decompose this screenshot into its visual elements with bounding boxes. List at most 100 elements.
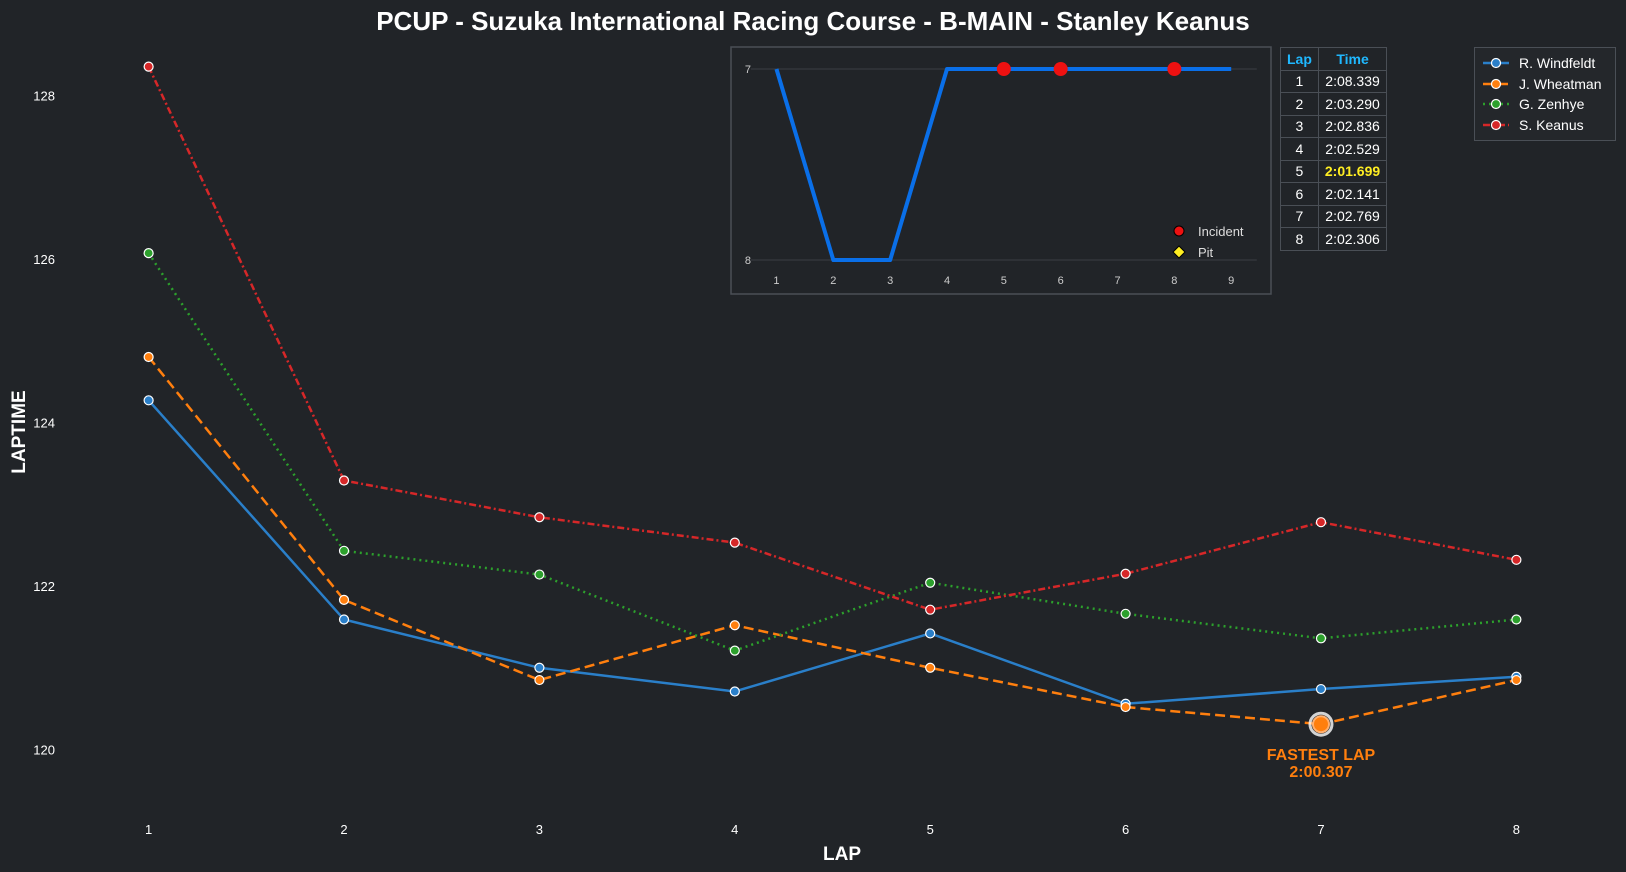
inset-x-tick-label: 7 [1114, 275, 1120, 287]
inset-y-tick-label: 8 [745, 255, 751, 267]
x-tick-label: 1 [145, 822, 152, 837]
inset-x-tick-label: 9 [1228, 275, 1234, 287]
x-tick-label: 4 [731, 822, 738, 837]
data-point [534, 674, 545, 686]
pit-legend-label: Pit [1198, 245, 1214, 260]
table-row: 4 2:02.529 [1280, 137, 1388, 161]
chart-title: PCUP - Suzuka International Racing Cours… [376, 6, 1250, 36]
legend-swatch-icon [1483, 98, 1509, 110]
lap-time: 2:02.306 [1317, 227, 1388, 251]
x-axis-label: LAP [823, 844, 861, 865]
lap-time: 2:02.529 [1317, 137, 1388, 161]
table-row: 8 2:02.306 [1280, 227, 1388, 251]
data-point [534, 569, 545, 580]
legend-label: R. Windfeldt [1519, 55, 1596, 71]
data-point [338, 545, 350, 556]
lap-time: 2:02.769 [1317, 204, 1388, 228]
y-tick-label: 124 [33, 415, 55, 430]
fastest-lap-highlight [1308, 711, 1334, 737]
x-tick-label: 2 [340, 822, 347, 837]
lap-number: 5 [1280, 159, 1319, 183]
y-tick-label: 122 [33, 579, 55, 594]
table-header-lap: Lap [1280, 47, 1319, 71]
lap-number: 1 [1280, 69, 1319, 93]
inset-y-tick-label: 7 [745, 64, 751, 76]
lap-number: 8 [1280, 227, 1319, 251]
x-tick-label: 5 [927, 822, 934, 837]
y-axis-label: LAPTIME [9, 390, 30, 473]
incident-legend-label: Incident [1198, 224, 1244, 239]
inset-x-tick-label: 8 [1171, 275, 1177, 287]
data-point [1315, 633, 1327, 644]
data-point [1120, 568, 1131, 579]
data-point [143, 395, 154, 406]
data-point [338, 614, 350, 625]
legend-label: G. Zenhye [1519, 96, 1585, 112]
data-point [534, 512, 545, 523]
data-point [1120, 701, 1131, 713]
legend-swatch-icon [1483, 57, 1509, 69]
data-point [1315, 517, 1327, 528]
data-point [143, 248, 154, 259]
incident-marker [996, 62, 1011, 76]
legend-swatch-icon [1483, 119, 1509, 130]
data-point [1511, 674, 1522, 686]
inset-x-tick-label: 5 [1001, 275, 1007, 287]
table-row: 2 2:03.290 [1280, 92, 1388, 116]
inset-x-tick-label: 6 [1058, 275, 1064, 287]
legend-label: J. Wheatman [1519, 75, 1602, 92]
series-line [147, 252, 1517, 652]
legend-swatch-icon [1483, 78, 1509, 89]
data-point [1315, 683, 1327, 695]
y-tick-label: 126 [33, 252, 55, 267]
data-point [1120, 608, 1131, 619]
incident-marker [1167, 62, 1182, 76]
fastest-lap-label: FASTEST LAP [1267, 747, 1376, 764]
lap-time: 2:08.339 [1317, 69, 1388, 93]
data-point [1511, 554, 1522, 565]
legend-item: R. Windfeldt [1483, 53, 1595, 73]
table-row: 6 2:02.141 [1280, 182, 1388, 206]
data-point [338, 594, 350, 605]
series-line [147, 399, 1517, 706]
fastest-lap-marker [1311, 715, 1330, 734]
table-row: 7 2:02.769 [1280, 204, 1388, 228]
lap-number: 4 [1280, 137, 1319, 161]
lap-times-table: Lap Time 1 2:08.339 2 2:03.290 3 2:02.83… [1280, 47, 1388, 251]
lap-number: 2 [1280, 92, 1319, 116]
data-point [143, 351, 154, 363]
inset-x-tick-label: 1 [773, 275, 779, 287]
data-point [729, 537, 740, 548]
x-tick-label: 8 [1513, 822, 1520, 837]
lap-number: 6 [1280, 182, 1319, 206]
y-tick-label: 120 [33, 743, 55, 758]
x-tick-label: 7 [1317, 822, 1324, 837]
incident-legend-icon [1173, 225, 1185, 237]
table-row: 3 2:02.836 [1280, 114, 1388, 138]
data-point [729, 686, 740, 697]
data-point [925, 628, 936, 639]
lap-number: 3 [1280, 114, 1319, 138]
x-tick-label: 3 [536, 822, 543, 837]
fastest-lap-time: 2:00.307 [1289, 764, 1352, 781]
legend-item: G. Zenhye [1483, 94, 1584, 114]
lap-time: 2:03.290 [1317, 92, 1388, 116]
y-tick-label: 128 [33, 88, 55, 103]
inset-chart-frame [730, 46, 1272, 295]
incident-marker [1053, 62, 1068, 76]
series-line [147, 356, 1517, 726]
data-point [1511, 614, 1522, 625]
table-row: 1 2:08.339 [1280, 69, 1388, 93]
data-point [729, 645, 740, 656]
data-point [534, 662, 545, 673]
lap-time: 2:02.141 [1317, 182, 1388, 206]
data-point [338, 475, 350, 486]
chart-legend: R. Windfeldt J. Wheatman G. Zenhye S. Keanu… [1474, 47, 1616, 141]
x-tick-label: 6 [1122, 822, 1129, 837]
data-point [925, 604, 936, 615]
legend-item: S. Keanus [1483, 115, 1584, 135]
inset-x-tick-label: 2 [830, 275, 836, 287]
pit-legend-icon [1172, 245, 1186, 259]
data-point [729, 620, 740, 631]
